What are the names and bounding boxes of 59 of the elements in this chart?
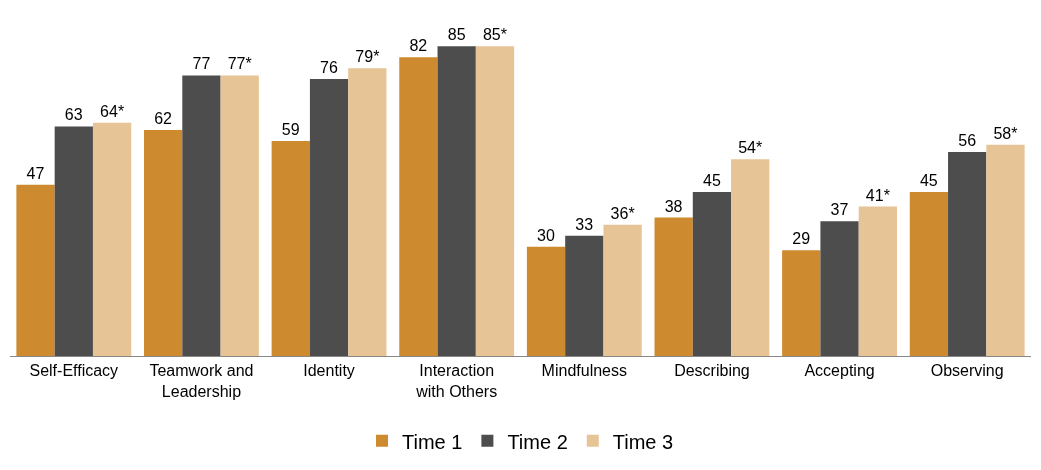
data-label: 85 — [447, 26, 466, 44]
x-tick-label: Teamwork and Leadership — [149, 362, 254, 400]
data-label: 77* — [227, 55, 252, 73]
bar — [909, 192, 949, 356]
data-label: 63 — [64, 106, 83, 124]
bar — [399, 57, 438, 356]
bar — [182, 75, 221, 356]
legend-label: Time 2 — [507, 430, 568, 453]
bar — [54, 126, 93, 356]
data-label: 54* — [738, 139, 763, 157]
data-label: 79* — [355, 48, 380, 66]
x-tick-label: Observing — [930, 362, 1004, 380]
x-tick-label: Describing — [674, 362, 750, 380]
data-label: 37 — [830, 201, 849, 219]
bar — [986, 144, 1025, 356]
bar — [948, 151, 987, 356]
bar — [92, 122, 132, 356]
bar — [309, 79, 349, 356]
data-label: 59 — [281, 121, 300, 139]
data-label: 82 — [409, 37, 428, 55]
data-label: 58* — [993, 124, 1018, 142]
bar — [654, 217, 693, 356]
data-label: 85* — [482, 26, 507, 44]
data-label: 38 — [664, 197, 683, 215]
bar — [692, 192, 732, 356]
data-label: 41* — [865, 186, 890, 204]
bar — [348, 68, 387, 356]
data-label: 29 — [792, 230, 811, 248]
legend-label: Time 1 — [402, 430, 463, 453]
bar — [220, 75, 259, 356]
legend-label: Time 3 — [612, 430, 674, 453]
bar — [144, 130, 183, 356]
bar — [858, 206, 897, 356]
bar — [475, 46, 515, 356]
data-label: 33 — [575, 215, 594, 233]
data-label: 56 — [958, 131, 977, 149]
data-label: 47 — [26, 164, 45, 182]
data-label: 45 — [702, 172, 721, 190]
bar — [565, 235, 604, 356]
x-tick-label: Accepting — [804, 362, 875, 380]
x-tick-label: Identity — [303, 362, 355, 380]
bar — [526, 246, 566, 356]
data-label: 64* — [100, 102, 125, 120]
data-label: 77 — [192, 55, 211, 73]
bar — [731, 159, 770, 356]
data-label: 36* — [610, 204, 635, 222]
bar — [782, 250, 821, 356]
bar — [16, 184, 55, 356]
data-label: 62 — [154, 110, 173, 128]
bar — [820, 221, 859, 356]
x-tick-label: Mindfulness — [541, 362, 627, 380]
bar — [271, 141, 310, 356]
data-label: 45 — [919, 172, 938, 190]
bar — [603, 224, 642, 356]
data-label: 30 — [537, 226, 555, 244]
bar — [437, 46, 476, 356]
x-tick-label: Interaction with Others — [415, 362, 498, 400]
data-label: 76 — [320, 59, 339, 77]
x-tick-label: Self-Efficacy — [29, 362, 119, 380]
